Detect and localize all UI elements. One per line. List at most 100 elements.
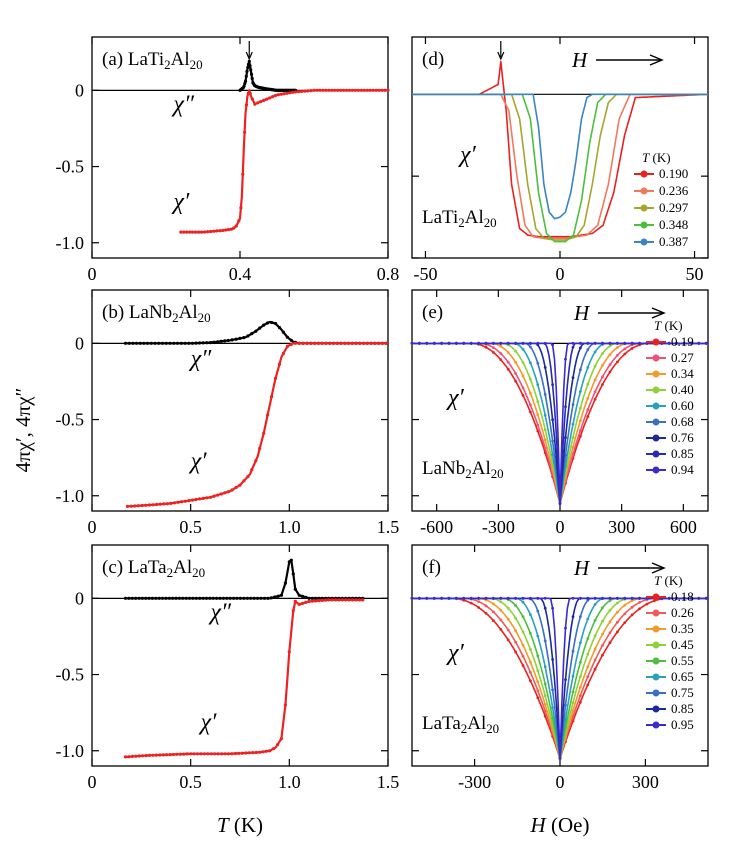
series-point (134, 341, 139, 345)
series-point (161, 753, 165, 757)
compound-subscript: 20 (192, 565, 205, 580)
series-point (506, 596, 510, 600)
series-point (191, 230, 195, 234)
series-point (134, 754, 138, 758)
series-point (418, 596, 421, 600)
series-point (350, 598, 355, 602)
series-point (293, 587, 297, 591)
series-point (164, 596, 168, 600)
series-point (571, 445, 575, 449)
series-point (301, 341, 305, 345)
series-point (586, 408, 590, 412)
series-line-0.55 (412, 597, 708, 760)
plot-frame (91, 544, 389, 767)
series-point (601, 606, 604, 610)
series-point (309, 89, 313, 93)
series-point (323, 598, 328, 602)
series-point (514, 341, 517, 345)
series-point (243, 130, 247, 134)
series-point (536, 429, 540, 433)
series-point (285, 344, 289, 348)
series-point (254, 459, 258, 463)
series-point (499, 618, 503, 622)
series-point (377, 88, 381, 92)
series-point (440, 341, 443, 345)
series-point (165, 502, 169, 506)
compound-text: Al (171, 49, 190, 70)
series-point (230, 488, 234, 492)
series-point (239, 206, 243, 210)
series-point (165, 753, 169, 757)
legend-entry: 0.75 (671, 685, 694, 700)
series-point (579, 675, 582, 678)
series-point (328, 341, 332, 345)
series-point (410, 596, 414, 600)
series-point (616, 596, 619, 600)
legend-swatch-dot (652, 450, 660, 458)
series-point (506, 617, 510, 621)
x-tick-label: 1.5 (377, 772, 400, 792)
series-point (241, 172, 245, 176)
series-point (179, 230, 183, 234)
series-point (630, 613, 634, 617)
legend-entry: 0.40 (671, 382, 694, 397)
series-point (254, 329, 258, 333)
series-point (199, 752, 203, 756)
compound-subscript: 2 (461, 721, 467, 736)
series-point (529, 671, 532, 674)
compound-subscript: 2 (164, 57, 171, 72)
series-point (369, 341, 373, 345)
x-tick-label: 1.0 (278, 517, 301, 537)
series-point (335, 341, 339, 345)
series-point (336, 88, 340, 92)
series-point (179, 341, 183, 345)
series-point (343, 341, 347, 345)
legend-swatch-dot (652, 338, 660, 346)
series-point (300, 89, 304, 93)
series-point (564, 436, 567, 439)
series-point (506, 341, 510, 345)
compound-label: LaTi2Al20 (422, 207, 497, 230)
series-point (125, 504, 130, 508)
chi-real-label: χ′ (189, 448, 208, 474)
series-point (140, 503, 144, 508)
x-axis-label-field: H (Oe) (530, 813, 590, 837)
series-point (242, 84, 246, 88)
series-point (324, 341, 328, 345)
series-point (256, 596, 260, 600)
y-tick-label: -0.5 (56, 157, 85, 177)
series-point (536, 609, 540, 613)
series-point (462, 341, 466, 345)
legend-entry: 0.297 (659, 200, 689, 215)
panel-label: (e) (422, 302, 443, 323)
series-point (224, 228, 228, 232)
series-point (601, 644, 604, 647)
panel-title: (d) (422, 49, 444, 70)
legend-entry: 0.236 (659, 183, 689, 198)
x-tick-label: 1.0 (278, 772, 301, 792)
series-point (579, 700, 582, 704)
series-point (212, 340, 216, 344)
series-point (183, 341, 187, 345)
y-tick-label: -0.5 (56, 665, 85, 685)
series-point (157, 596, 161, 600)
series-point (529, 377, 532, 381)
compound-text: LaNb (422, 458, 465, 479)
series-point (601, 653, 604, 657)
series-point (564, 703, 567, 707)
series-point (551, 383, 554, 387)
series-point (171, 596, 175, 600)
series-point (704, 341, 708, 345)
series-line-0.387 (412, 93, 708, 220)
series-point (521, 361, 525, 364)
legend-title: T (K) (654, 318, 683, 333)
legend-entry: 0.68 (671, 414, 694, 429)
series-point (197, 230, 201, 234)
series-point (221, 596, 225, 600)
compound-subscript: 20 (491, 466, 504, 481)
series-point (616, 354, 619, 357)
series-point (506, 360, 510, 364)
series-point (175, 752, 179, 756)
series-point (593, 397, 597, 401)
series-point (258, 750, 262, 754)
